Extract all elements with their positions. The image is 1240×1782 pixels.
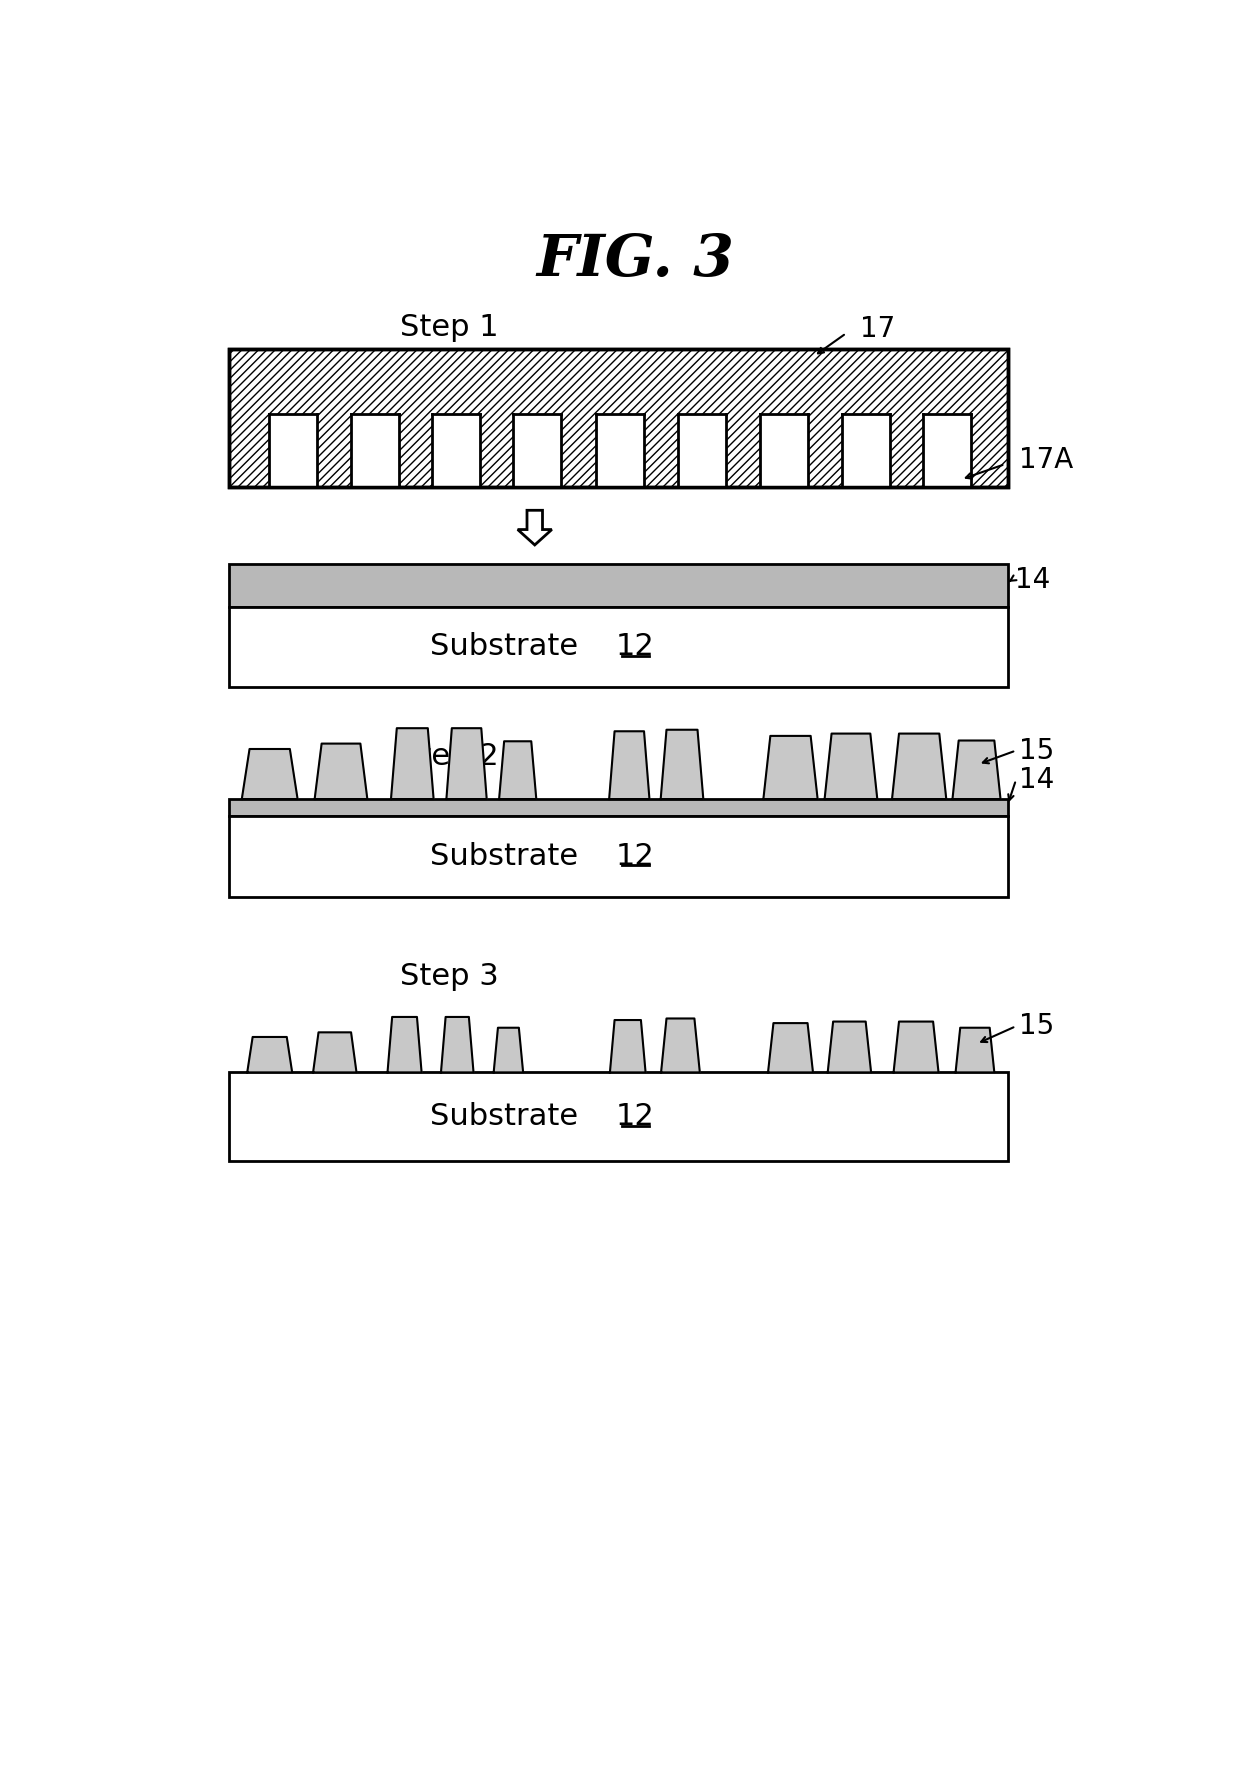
Text: 15: 15 — [1019, 736, 1054, 764]
Text: 12: 12 — [616, 1101, 655, 1132]
Polygon shape — [768, 1023, 813, 1073]
Text: 14: 14 — [1019, 766, 1054, 793]
Polygon shape — [952, 741, 1001, 798]
Text: 12: 12 — [616, 841, 655, 871]
Polygon shape — [446, 729, 486, 798]
Bar — [228, 1073, 1007, 1160]
Polygon shape — [387, 1018, 422, 1073]
Bar — [228, 816, 1007, 896]
Bar — [842, 413, 890, 486]
Polygon shape — [825, 734, 878, 798]
Text: Step 3: Step 3 — [401, 962, 498, 991]
Polygon shape — [661, 1019, 699, 1073]
Text: Substrate: Substrate — [430, 633, 578, 661]
Polygon shape — [498, 741, 536, 798]
Bar — [596, 413, 644, 486]
Polygon shape — [441, 1018, 474, 1073]
Text: FIG. 3: FIG. 3 — [537, 232, 734, 289]
Polygon shape — [661, 731, 703, 798]
Polygon shape — [828, 1021, 870, 1073]
Polygon shape — [494, 1028, 523, 1073]
Bar — [228, 565, 1007, 606]
Bar — [228, 798, 1007, 816]
Polygon shape — [242, 748, 298, 798]
Bar — [513, 413, 560, 486]
Bar — [228, 606, 1007, 688]
Text: 12: 12 — [616, 633, 655, 661]
FancyArrow shape — [518, 510, 552, 545]
Polygon shape — [247, 1037, 293, 1073]
Text: 15: 15 — [1019, 1012, 1054, 1041]
Polygon shape — [610, 1019, 646, 1073]
Bar — [228, 349, 1007, 486]
Text: 14: 14 — [1016, 565, 1050, 593]
Text: Substrate: Substrate — [430, 1101, 578, 1132]
Polygon shape — [315, 743, 367, 798]
Text: 17A: 17A — [1019, 446, 1074, 474]
Polygon shape — [956, 1028, 994, 1073]
Bar — [228, 349, 1007, 486]
Text: Step 1: Step 1 — [401, 314, 498, 342]
Bar — [269, 413, 317, 486]
Bar — [678, 413, 727, 486]
Polygon shape — [892, 734, 946, 798]
Bar — [351, 413, 399, 486]
Text: 17: 17 — [861, 315, 895, 344]
Text: Substrate: Substrate — [430, 841, 578, 871]
Polygon shape — [312, 1032, 357, 1073]
Polygon shape — [894, 1021, 939, 1073]
Polygon shape — [391, 729, 434, 798]
Bar — [760, 413, 808, 486]
Bar — [923, 413, 971, 486]
Polygon shape — [609, 731, 650, 798]
Text: Step 2: Step 2 — [401, 741, 498, 772]
Polygon shape — [764, 736, 817, 798]
Bar — [432, 413, 480, 486]
